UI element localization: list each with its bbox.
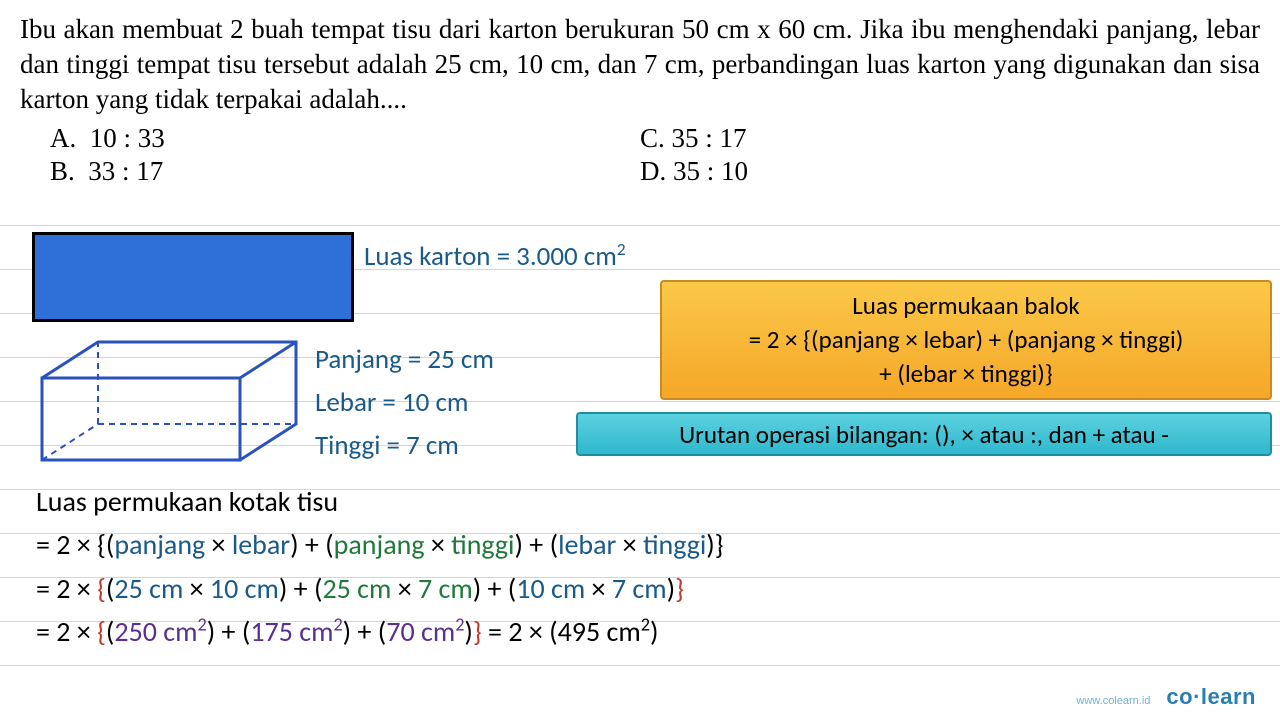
work-line3: = 2 × {(250 cm2) + (175 cm2) + (70 cm2)}… (36, 610, 724, 653)
dimensions-list: Panjang = 25 cm Lebar = 10 cm Tinggi = 7… (315, 338, 494, 468)
option-a: A. 10 : 33 (50, 123, 640, 154)
colearn-logo: co·learn (1166, 684, 1256, 710)
option-c: C. 35 : 17 (640, 123, 1230, 154)
order-of-operations-callout: Urutan operasi bilangan: (), × atau :, d… (576, 412, 1272, 456)
answer-options: A. 10 : 33 B. 33 : 17 C. 35 : 17 D. 35 :… (0, 121, 1280, 191)
option-b: B. 33 : 17 (50, 156, 640, 187)
footer-url: www.colearn.id (1076, 695, 1150, 707)
work-title: Luas permukaan kotak tisu (36, 480, 724, 523)
worked-solution: Luas permukaan kotak tisu = 2 × {(panjan… (36, 480, 724, 654)
question-text: Ibu akan membuat 2 buah tempat tisu dari… (0, 0, 1280, 121)
work-line2: = 2 × {(25 cm × 10 cm) + (25 cm × 7 cm) … (36, 567, 724, 610)
panjang-text: Panjang = 25 cm (315, 338, 494, 381)
option-d: D. 35 : 10 (640, 156, 1230, 187)
formula-callout-yellow: Luas permukaan balok = 2 × {(panjang × l… (660, 280, 1272, 400)
work-line1: = 2 × {(panjang × lebar) + (panjang × ti… (36, 523, 724, 566)
blue-rectangle-shape (32, 232, 354, 322)
luas-karton-text: Luas karton = 3.000 cm2 (364, 238, 626, 273)
cuboid-diagram (40, 338, 300, 466)
footer: www.colearn.id co·learn (1076, 684, 1256, 710)
tinggi-text: Tinggi = 7 cm (315, 424, 494, 467)
lebar-text: Lebar = 10 cm (315, 381, 494, 424)
